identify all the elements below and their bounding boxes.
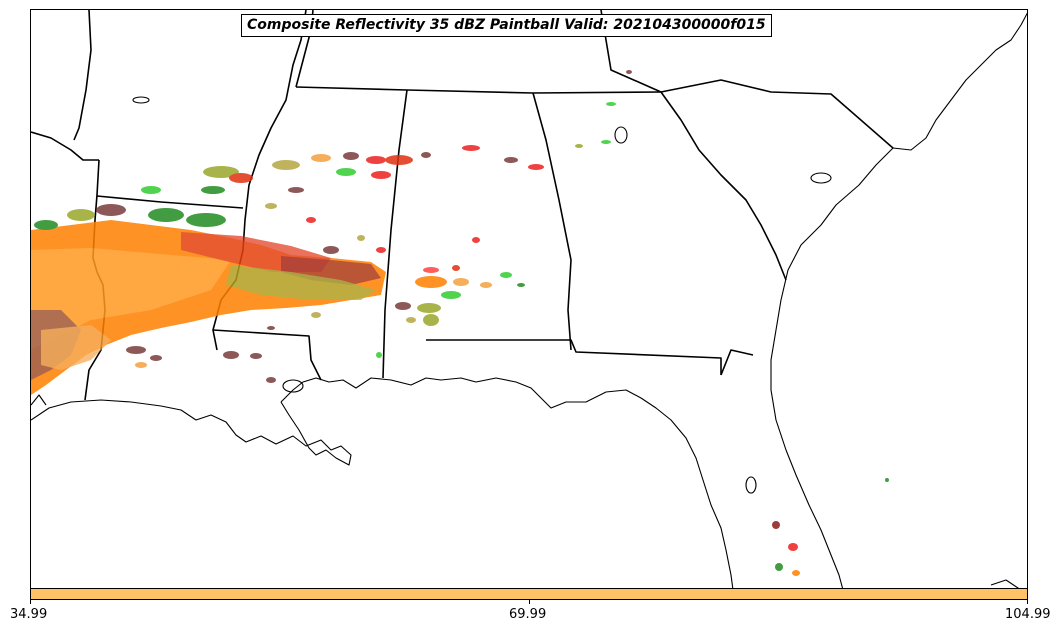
map-title: Composite Reflectivity 35 dBZ Paintball … bbox=[241, 14, 772, 37]
map-frame bbox=[30, 9, 1028, 589]
reflectivity-paintball bbox=[31, 70, 889, 576]
colorbar bbox=[30, 588, 1028, 600]
colorbar-tick-label-mid: 69.99 bbox=[509, 607, 547, 622]
colorbar-tick-label-min: 34.99 bbox=[10, 607, 48, 622]
map-canvas bbox=[31, 10, 1027, 588]
colorbar-tick-left bbox=[30, 600, 31, 604]
state-borders bbox=[31, 10, 894, 401]
colorbar-tick-middle bbox=[529, 600, 530, 604]
coastlines bbox=[31, 12, 1027, 588]
colorbar-tick-right bbox=[1027, 600, 1028, 604]
colorbar-tick-label-max: 104.99 bbox=[1005, 607, 1051, 622]
